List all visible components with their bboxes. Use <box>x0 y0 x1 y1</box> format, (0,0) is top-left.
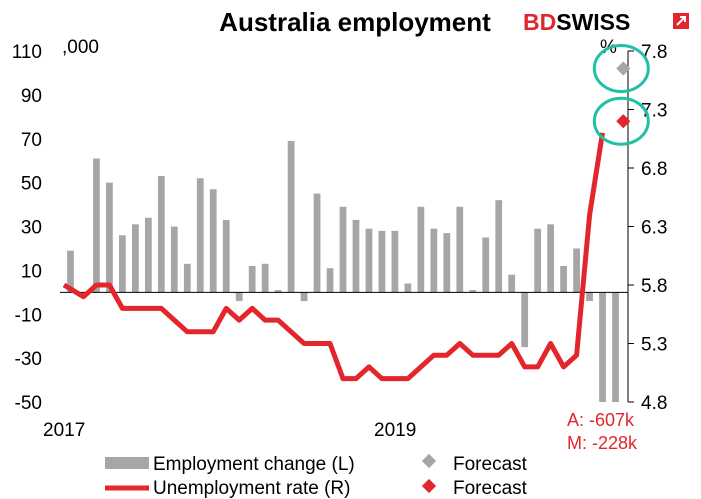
bar <box>391 230 399 293</box>
bar <box>93 158 100 293</box>
left-axis: 110 90 70 50 30 10 -10 -30 -50 <box>12 42 42 414</box>
bar <box>67 250 74 293</box>
bar <box>196 178 204 293</box>
bar <box>456 206 464 293</box>
right-tick-label: 7.8 <box>641 42 667 63</box>
bar <box>274 290 282 293</box>
chart-title: Australia employment <box>219 7 491 37</box>
legend-label-bars: Employment change (L) <box>153 454 355 475</box>
legend-swatch-bars <box>105 457 149 469</box>
bar <box>222 219 230 293</box>
bar <box>352 219 360 293</box>
bar <box>430 228 438 293</box>
line-series <box>62 132 605 382</box>
bar <box>547 224 554 293</box>
bar <box>534 228 542 293</box>
right-tick-label: 5.3 <box>641 335 667 356</box>
bar <box>287 140 295 293</box>
left-tick-label: 70 <box>21 130 42 151</box>
left-tick-label: 90 <box>21 86 42 107</box>
bar <box>261 263 269 293</box>
bar <box>560 265 567 293</box>
bar <box>495 200 503 293</box>
x-label-2019: 2019 <box>374 420 416 441</box>
bar <box>417 206 425 293</box>
left-tick-label: -30 <box>15 349 42 370</box>
bar <box>404 283 412 293</box>
bar <box>144 217 152 293</box>
right-tick-label: 5.8 <box>641 276 667 297</box>
bar <box>313 193 321 293</box>
bar <box>443 233 451 293</box>
legend-label-line: Unemployment rate (R) <box>153 478 350 499</box>
x-label-2017: 2017 <box>43 420 85 441</box>
bar <box>599 292 606 402</box>
highlight-circle <box>592 96 650 146</box>
bar <box>157 176 165 293</box>
bar <box>573 248 580 293</box>
right-tick-label: 4.8 <box>641 393 667 414</box>
highlight-circle <box>592 44 650 93</box>
bar <box>521 292 529 348</box>
svg-text:BDSWISS: BDSWISS <box>523 9 630 35</box>
left-tick-label: 30 <box>21 218 42 239</box>
bar <box>339 206 347 293</box>
bar <box>586 292 593 302</box>
brand-logo: BDSWISS <box>523 9 689 35</box>
legend-label-forecast-red: Forecast <box>453 478 528 499</box>
forecast-marker-grey <box>616 61 631 76</box>
bar <box>508 274 516 293</box>
bar <box>326 268 334 293</box>
bar <box>132 224 139 293</box>
left-axis-unit: ,000 <box>62 37 99 58</box>
bar <box>248 265 256 293</box>
annotation-may: M: -228k <box>567 433 638 453</box>
bar <box>183 263 191 293</box>
unemployment-line <box>62 132 605 382</box>
legend-marker-forecast-red <box>421 478 437 494</box>
right-tick-label: 6.8 <box>641 159 667 180</box>
brand-part1: BD <box>523 9 556 35</box>
bar <box>235 292 243 302</box>
right-tick-label: 6.3 <box>641 218 667 239</box>
brand-part2: SWISS <box>556 9 630 35</box>
legend: Employment change (L) Forecast Unemploym… <box>105 453 528 499</box>
right-axis: 7.87.36.86.35.85.34.8 <box>628 42 667 414</box>
highlight-circles <box>592 44 650 146</box>
left-tick-label: 50 <box>21 174 42 195</box>
bar <box>612 292 619 402</box>
bar <box>482 237 490 293</box>
left-tick-label: -50 <box>15 393 42 414</box>
forecast-markers <box>616 61 631 129</box>
bar <box>209 189 217 293</box>
bar-series <box>67 140 619 402</box>
bar <box>170 226 178 293</box>
bar <box>378 230 386 293</box>
plus-arrow-icon <box>673 13 689 29</box>
bar <box>300 292 308 302</box>
bar <box>469 290 477 293</box>
bar <box>365 228 373 293</box>
annotation-april: A: -607k <box>567 410 635 430</box>
bar <box>106 182 113 293</box>
forecast-marker-red <box>616 114 631 129</box>
legend-label-forecast-grey: Forecast <box>453 454 528 475</box>
legend-marker-forecast-grey <box>421 453 437 469</box>
bar <box>119 235 126 293</box>
left-tick-label: 10 <box>21 261 42 282</box>
left-tick-label: -10 <box>15 305 42 326</box>
left-tick-label: 110 <box>12 42 42 63</box>
